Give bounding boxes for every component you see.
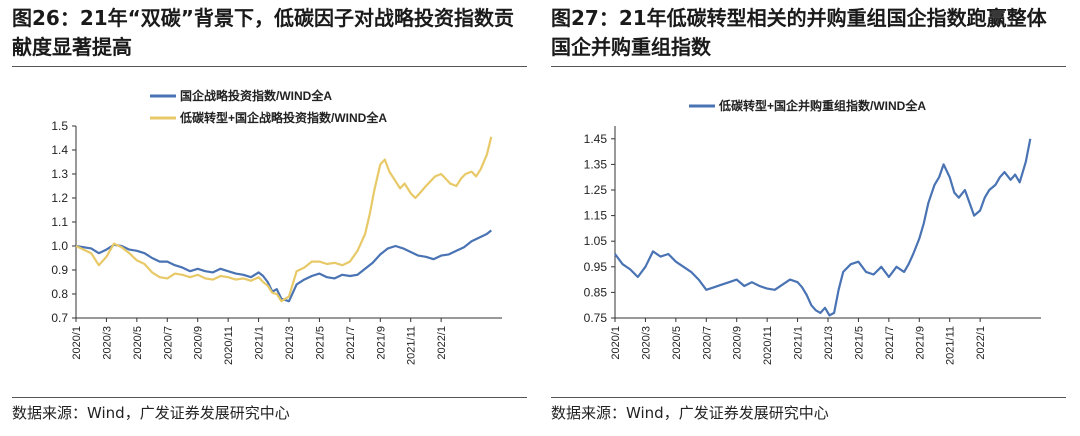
- x-tick-label: 2020/3: [101, 326, 113, 360]
- series-line-1: [75, 229, 492, 303]
- x-tick-label: 2020/11: [223, 326, 235, 365]
- source-divider: [12, 397, 527, 398]
- x-tick-label: 2021/7: [345, 326, 357, 360]
- x-tick-label: 2020/1: [71, 326, 83, 360]
- x-tick-label: 2021/11: [945, 326, 957, 365]
- x-tick-label: 2020/3: [640, 326, 652, 360]
- figure-title: 图26：21年“双碳”背景下，低碳因子对战略投资指数贡献度显著提高: [12, 6, 514, 59]
- source-note: 数据来源：Wind，广发证券发展研究中心: [12, 404, 290, 422]
- figure-title: 图27：21年低碳转型相关的并购重组国企指数跑赢整体国企并购重组指数: [551, 6, 1047, 59]
- figure-27: 图27：21年低碳转型相关的并购重组国企指数跑赢整体国企并购重组指数 1.45 1…: [551, 0, 1066, 436]
- y-tick-label: 1.05: [584, 234, 608, 248]
- y-tick-label: 0.9: [51, 263, 68, 277]
- y-tick-label: 1.2: [51, 191, 68, 205]
- source-divider: [551, 397, 1066, 398]
- y-tick-label: 1.4: [51, 143, 68, 157]
- x-tick-label: 2021/7: [884, 326, 896, 360]
- x-tick-label: 2021/9: [914, 326, 926, 360]
- y-tick-label: 1.25: [584, 183, 608, 197]
- y-tick-label: 1.1: [51, 215, 68, 229]
- y-tick-label: 0.75: [584, 311, 608, 325]
- x-tick-label: 2022/1: [975, 326, 987, 360]
- y-tick-label: 1.3: [51, 167, 68, 181]
- y-tick-label: 0.85: [584, 285, 608, 299]
- y-tick-label: 0.8: [51, 287, 68, 301]
- y-tick-label: 1.35: [584, 157, 608, 171]
- y-tick-label: 1.45: [584, 132, 608, 146]
- series-line-1: [614, 138, 1032, 317]
- x-tick-label: 2021/9: [375, 326, 387, 360]
- x-tick-label: 2021/5: [314, 326, 326, 360]
- x-tick-label: 2021/1: [254, 326, 266, 360]
- x-tick-label: 2020/5: [132, 326, 144, 360]
- y-tick-label: 1.0: [51, 239, 68, 253]
- y-tick-label: 0.95: [584, 260, 608, 274]
- x-tick-label: 2020/7: [162, 326, 174, 360]
- y-tick-label: 0.7: [51, 311, 68, 325]
- x-tick-label: 2020/9: [732, 326, 744, 360]
- title-divider: [551, 66, 1066, 67]
- legend-label-1: 低碳转型+国企并购重组指数/WIND全A: [718, 98, 926, 113]
- x-tick-label: 2020/7: [701, 326, 713, 360]
- y-tick-label: 1.15: [584, 209, 608, 223]
- title-divider: [12, 66, 527, 67]
- x-tick-label: 2021/3: [284, 326, 296, 360]
- legend-label-2: 低碳转型+国企战略投资指数/WIND全A: [179, 110, 387, 125]
- legend-label-1: 国企战略投资指数/WIND全A: [180, 88, 332, 103]
- x-tick-label: 2021/5: [853, 326, 865, 360]
- series-line-2: [75, 136, 493, 303]
- x-tick-label: 2021/3: [823, 326, 835, 360]
- figure-26: 图26：21年“双碳”背景下，低碳因子对战略投资指数贡献度显著提高 1.5 1.4…: [12, 0, 527, 436]
- x-tick-label: 2022/1: [436, 326, 448, 360]
- y-tick-label: 1.5: [51, 119, 68, 133]
- x-tick-label: 2021/11: [406, 326, 418, 365]
- x-tick-label: 2020/11: [762, 326, 774, 365]
- x-tick-label: 2020/1: [610, 326, 622, 360]
- x-tick-label: 2021/1: [793, 326, 805, 360]
- x-tick-label: 2020/5: [671, 326, 683, 360]
- x-tick-label: 2020/9: [193, 326, 205, 360]
- source-note: 数据来源：Wind，广发证券发展研究中心: [551, 404, 829, 422]
